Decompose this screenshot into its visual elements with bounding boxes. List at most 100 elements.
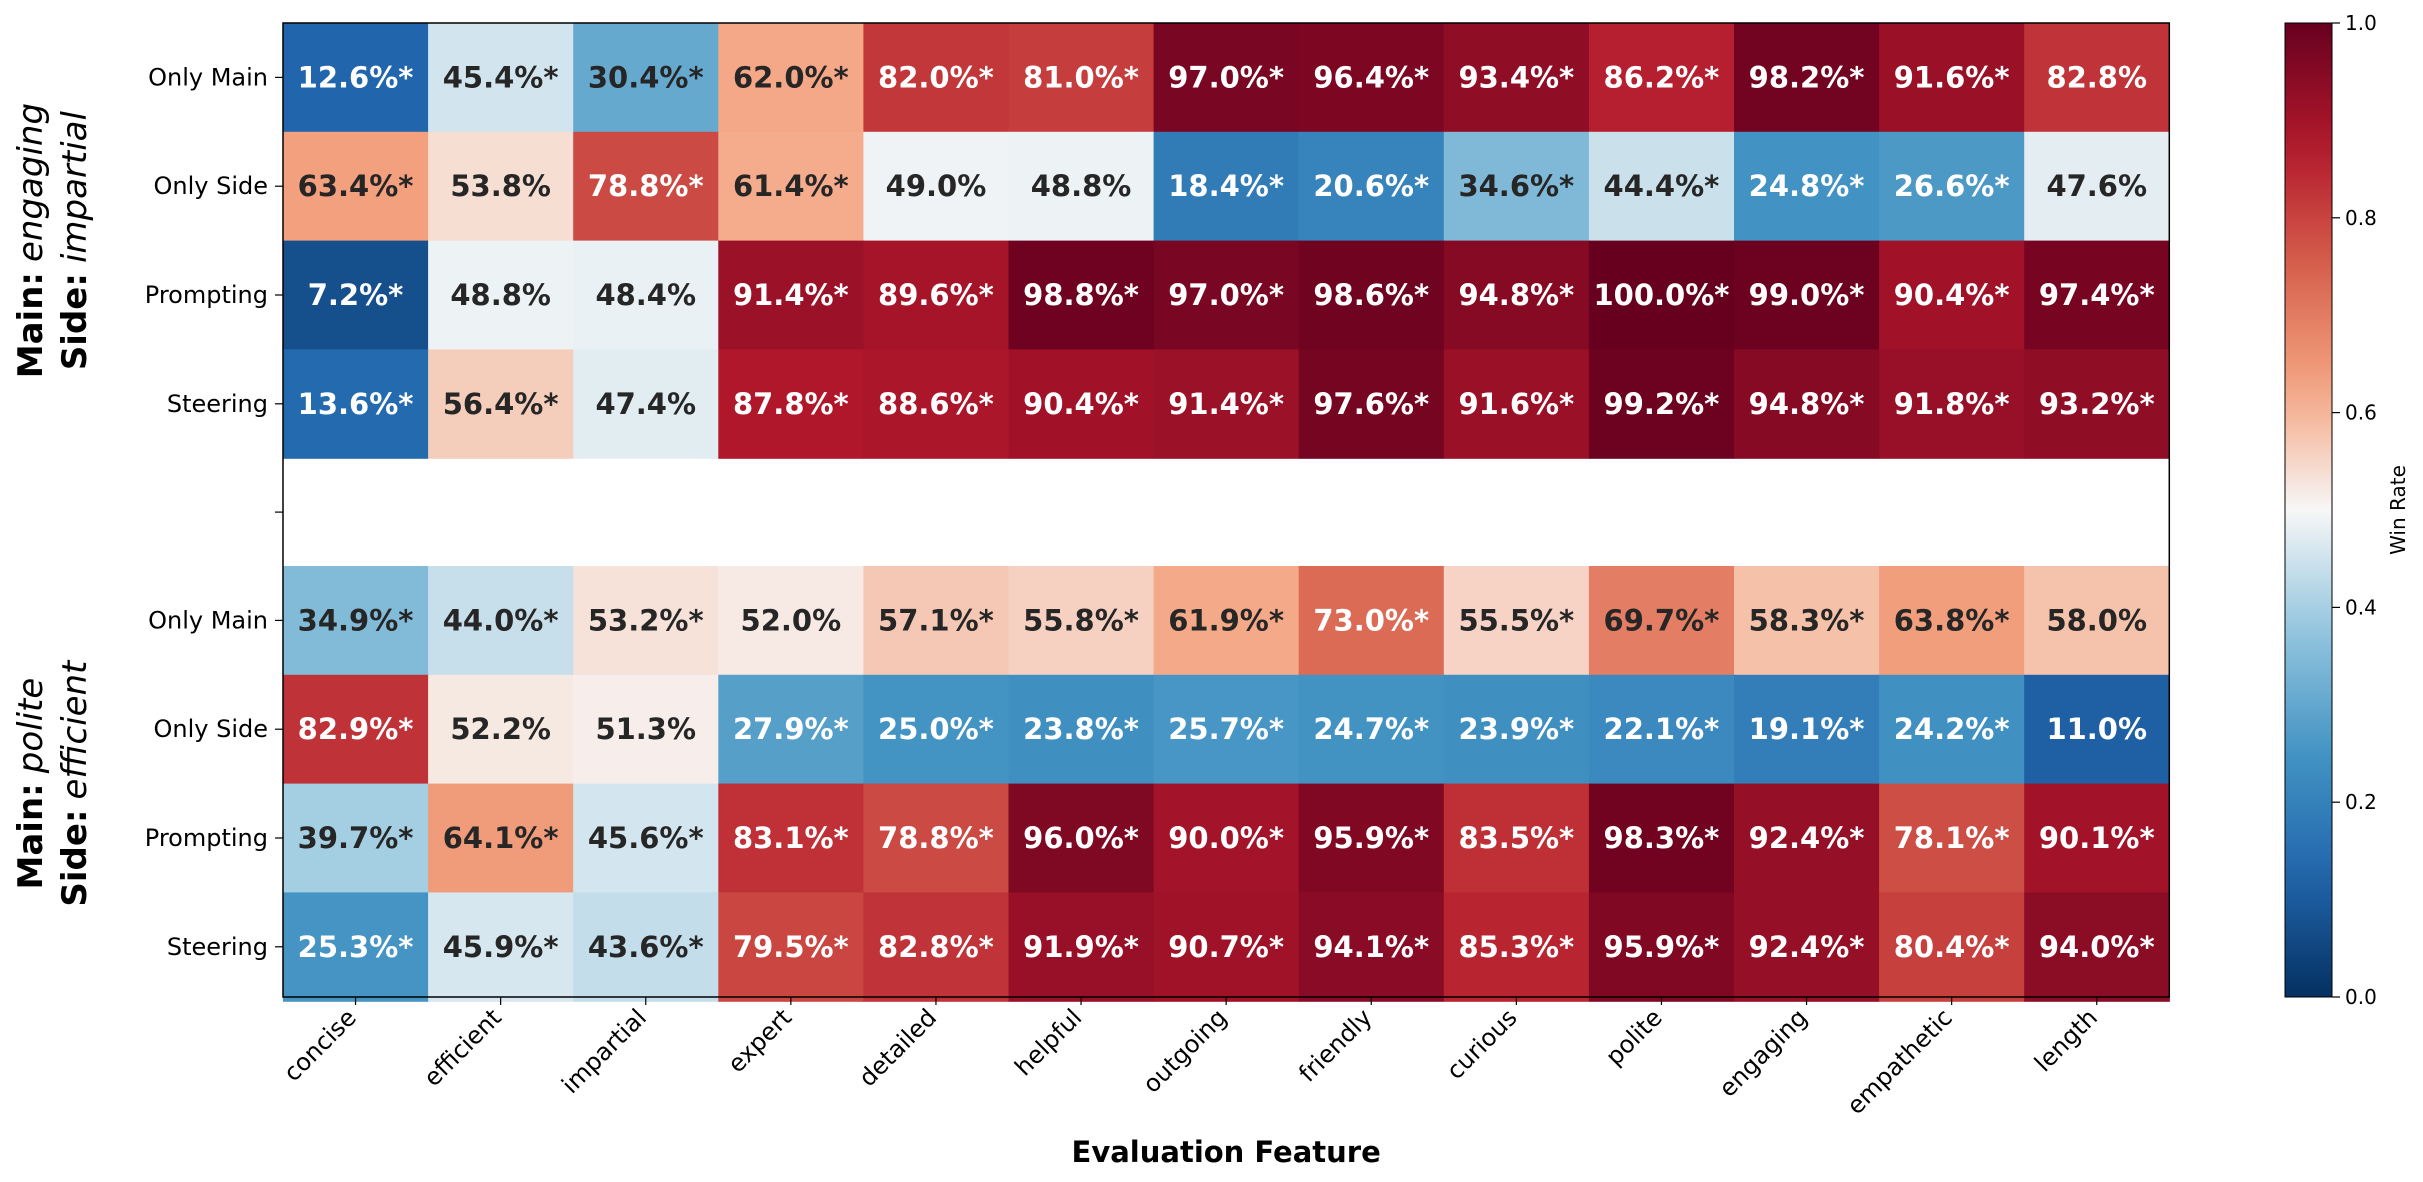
heatmap-cell bbox=[573, 892, 719, 1002]
heatmap-cell bbox=[1298, 240, 1445, 350]
heatmap-cell bbox=[283, 566, 429, 676]
column-label: polite bbox=[1600, 1003, 1667, 1070]
cell-value-label: 61.9%* bbox=[1168, 603, 1284, 637]
heatmap-cell bbox=[428, 892, 574, 1002]
group-title-prefix: Side: bbox=[55, 273, 95, 370]
column-label: length bbox=[2029, 1003, 2103, 1077]
heatmap-cell bbox=[863, 349, 1010, 459]
cell-value-label: 25.7%* bbox=[1168, 712, 1284, 746]
cell-value-label: 90.4%* bbox=[1894, 278, 2010, 312]
heatmap-cell bbox=[2024, 349, 2170, 459]
cell-value-label: 61.4%* bbox=[733, 169, 849, 203]
column-label: concise bbox=[278, 1003, 362, 1087]
row-label: Only Main bbox=[148, 63, 268, 91]
cell-value-label: 80.4%* bbox=[1894, 930, 2010, 964]
heatmap-cell bbox=[573, 240, 719, 350]
heatmap-cell bbox=[1879, 349, 2025, 459]
heatmap-cell bbox=[1298, 23, 1445, 133]
heatmap-cell bbox=[1008, 674, 1155, 785]
cell-value-label: 58.0% bbox=[2046, 603, 2147, 637]
cell-value-label: 23.8%* bbox=[1023, 712, 1139, 746]
heatmap-cell bbox=[1734, 566, 1880, 676]
heatmap-cell bbox=[1153, 131, 1300, 242]
heatmap-cell bbox=[1008, 349, 1155, 459]
cell-value-label: 86.2%* bbox=[1604, 60, 1720, 94]
cell-value-label: 43.6%* bbox=[588, 930, 704, 964]
column-label: detailed bbox=[853, 1003, 942, 1092]
heatmap-cell bbox=[428, 674, 574, 785]
heatmap-cell bbox=[2024, 131, 2170, 242]
cell-value-label: 95.9%* bbox=[1604, 930, 1720, 964]
heatmap-cell bbox=[1298, 892, 1445, 1002]
cell-value-label: 63.4%* bbox=[298, 169, 414, 203]
group-title-value: engaging bbox=[11, 103, 51, 262]
heatmap-cell bbox=[428, 783, 574, 893]
row-label: Only Side bbox=[153, 715, 268, 743]
cell-value-label: 97.6%* bbox=[1313, 387, 1429, 421]
cell-value-label: 45.9%* bbox=[443, 930, 559, 964]
heatmap-cell bbox=[2024, 566, 2170, 676]
cell-value-label: 78.8%* bbox=[588, 169, 704, 203]
heatmap-cell bbox=[1734, 674, 1880, 785]
heatmap-cell bbox=[283, 674, 429, 785]
cell-value-label: 24.7%* bbox=[1313, 712, 1429, 746]
heatmap-cell bbox=[283, 240, 429, 350]
cell-value-label: 93.4%* bbox=[1458, 60, 1574, 94]
cell-value-label: 94.1%* bbox=[1313, 930, 1429, 964]
heatmap-cell bbox=[1443, 131, 1590, 242]
cell-value-label: 58.3%* bbox=[1749, 603, 1865, 637]
cell-value-label: 95.9%* bbox=[1313, 821, 1429, 855]
heatmap-cell bbox=[283, 349, 429, 459]
heatmap-cell bbox=[1734, 240, 1880, 350]
heatmap-cell bbox=[863, 131, 1010, 242]
heatmap-cell bbox=[283, 783, 429, 893]
cell-value-label: 90.4%* bbox=[1023, 387, 1139, 421]
cell-value-label: 7.2%* bbox=[308, 278, 404, 312]
heatmap-cell bbox=[1879, 566, 2025, 676]
cell-value-label: 98.3%* bbox=[1604, 821, 1720, 855]
cell-value-label: 27.9%* bbox=[733, 712, 849, 746]
column-label: curious bbox=[1441, 1003, 1523, 1085]
x-axis-title: Evaluation Feature bbox=[1072, 1135, 1381, 1169]
heatmap-cell bbox=[718, 892, 864, 1002]
column-label: friendly bbox=[1293, 1003, 1377, 1087]
heatmap-cell bbox=[1443, 23, 1590, 133]
cell-value-label: 97.0%* bbox=[1168, 60, 1284, 94]
cell-value-label: 78.8%* bbox=[878, 821, 994, 855]
heatmap-cell bbox=[863, 892, 1010, 1002]
cell-value-label: 91.4%* bbox=[733, 278, 849, 312]
cell-value-label: 82.8%* bbox=[878, 930, 994, 964]
cell-value-label: 79.5%* bbox=[733, 930, 849, 964]
cell-value-label: 55.8%* bbox=[1023, 603, 1139, 637]
heatmap-cell bbox=[1879, 892, 2025, 1002]
cell-value-label: 55.5%* bbox=[1458, 603, 1574, 637]
cell-value-label: 23.9%* bbox=[1458, 712, 1574, 746]
colorbar bbox=[2284, 22, 2333, 998]
colorbar-tick-label: 0.2 bbox=[2345, 790, 2377, 814]
cell-value-label: 92.4%* bbox=[1749, 821, 1865, 855]
cell-value-label: 99.2%* bbox=[1604, 387, 1720, 421]
cell-value-label: 13.6%* bbox=[298, 387, 414, 421]
heatmap-cell bbox=[1443, 566, 1590, 676]
heatmap-cell bbox=[283, 892, 429, 1002]
cell-value-label: 52.2% bbox=[450, 712, 551, 746]
cell-value-label: 45.6%* bbox=[588, 821, 704, 855]
heatmap-cell bbox=[1443, 240, 1590, 350]
heatmap-cell bbox=[1588, 23, 1735, 133]
heatmap-cell bbox=[1298, 131, 1445, 242]
colorbar-tick-label: 1.0 bbox=[2345, 11, 2377, 35]
heatmap-cell bbox=[2024, 783, 2170, 893]
cell-value-label: 47.4% bbox=[595, 387, 696, 421]
cell-value-label: 87.8%* bbox=[733, 387, 849, 421]
column-label: helpful bbox=[1009, 1003, 1087, 1081]
heatmap-cell bbox=[1734, 23, 1880, 133]
cell-value-label: 11.0% bbox=[2046, 712, 2147, 746]
cell-value-label: 51.3% bbox=[595, 712, 696, 746]
heatmap-cell bbox=[573, 349, 719, 459]
cell-value-label: 62.0%* bbox=[733, 60, 849, 94]
heatmap-cell bbox=[1008, 131, 1155, 242]
heatmap-cell bbox=[573, 783, 719, 893]
cell-value-label: 97.0%* bbox=[1168, 278, 1284, 312]
heatmap-cell bbox=[428, 566, 574, 676]
